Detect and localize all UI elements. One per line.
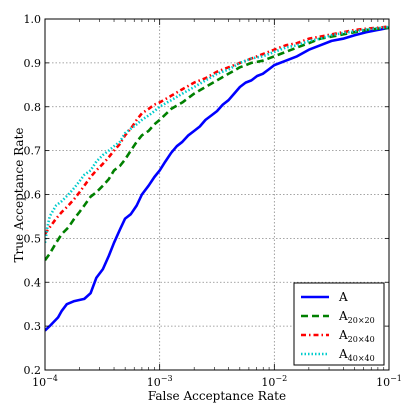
series-line-4	[45, 25, 389, 244]
x-tick-label: 10−2	[261, 374, 287, 389]
grid	[45, 19, 389, 370]
y-axis-label: True Acceptance Rate	[12, 127, 26, 262]
series-layer	[45, 25, 389, 332]
ticks	[44, 18, 390, 371]
y-tick-label: 0.4	[24, 276, 42, 289]
legend-label-3: A20×40	[338, 328, 375, 344]
x-tick-label: 10−3	[147, 374, 173, 389]
y-tick-label: 0.2	[24, 364, 42, 377]
y-tick-label: 0.8	[24, 101, 42, 114]
y-tick-label: 0.6	[24, 189, 42, 202]
x-tick-label: 10−4	[32, 374, 58, 389]
legend-label-1: A	[338, 290, 348, 304]
y-tick-label: 0.5	[24, 232, 42, 245]
legend-label-4: A40×40	[338, 347, 375, 363]
legend-label-2: A20×20	[338, 309, 375, 325]
x-axis-label: False Acceptance Rate	[148, 389, 286, 403]
y-tick-label: 0.3	[24, 320, 42, 333]
series-line-2	[45, 26, 389, 262]
series-line-1	[45, 26, 389, 332]
x-tick-label: 10−1	[376, 374, 402, 389]
y-tick-label: 0.9	[24, 57, 42, 70]
y-tick-label: 1.0	[24, 13, 42, 26]
tick-labels: 0.2 0.3 0.4 0.5 0.6 0.7 0.8 0.9 1.0 10−4 10−3 10−2 1…	[24, 13, 402, 389]
legend: A A20×20 A20×40 A40×40	[293, 282, 385, 366]
series-line-3	[45, 25, 389, 235]
y-tick-label: 0.7	[24, 145, 42, 158]
